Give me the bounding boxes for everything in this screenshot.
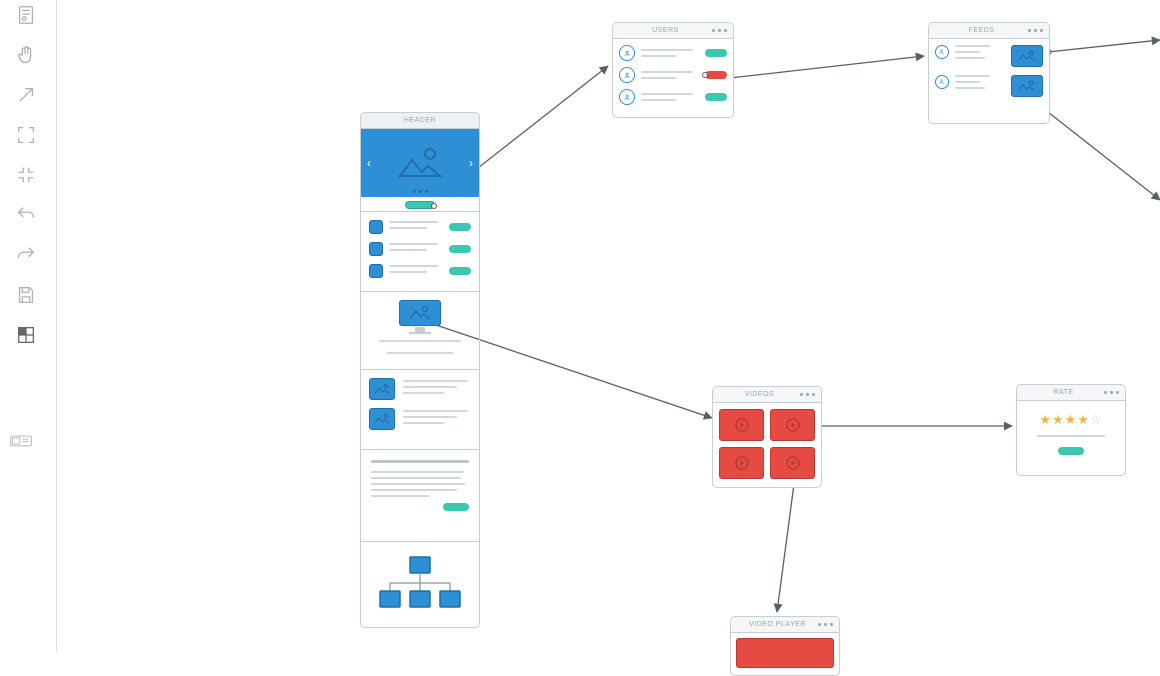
play-icon [785, 455, 801, 471]
avatar-icon [619, 45, 635, 61]
connector [777, 484, 794, 612]
user-row [619, 45, 727, 61]
stack-monitor[interactable] [360, 292, 480, 370]
pill-button[interactable] [449, 267, 471, 275]
video-tile[interactable] [719, 409, 764, 441]
user-row [619, 67, 727, 83]
feed-image[interactable] [1011, 45, 1043, 67]
window-title: FEEDS [935, 27, 1028, 34]
gallery-row [369, 408, 471, 430]
avatar-icon [619, 89, 635, 105]
avatar-icon [935, 75, 949, 89]
cta-button[interactable] [443, 503, 469, 511]
connector [730, 56, 924, 78]
user-row [619, 89, 727, 105]
stack-sitemap[interactable] [360, 542, 480, 628]
star-rating[interactable]: ★★★★☆ [1039, 411, 1102, 429]
rate-window[interactable]: RATE ★★★★☆ [1016, 384, 1126, 476]
play-icon [734, 455, 750, 471]
window-title: VIDEOS [719, 391, 800, 398]
play-icon [734, 417, 750, 433]
submit-button[interactable] [1058, 447, 1084, 455]
stack-list[interactable] [360, 212, 480, 292]
feed-row [935, 45, 1043, 67]
videos-window[interactable]: VIDEOS [712, 386, 822, 488]
feed-row [935, 75, 1043, 97]
chevron-left-icon[interactable]: ‹ [367, 156, 371, 170]
image-thumb[interactable] [369, 378, 395, 400]
stack-gallery[interactable] [360, 370, 480, 450]
image-icon [398, 146, 442, 180]
connector [1048, 40, 1160, 52]
image-thumb[interactable] [369, 408, 395, 430]
design-canvas[interactable]: HEADER ‹ › [0, 0, 1160, 653]
connector [1048, 112, 1160, 200]
chevron-right-icon[interactable]: › [469, 156, 473, 170]
avatar-icon [935, 45, 949, 59]
pill-button[interactable] [449, 245, 471, 253]
monitor-icon [399, 300, 441, 334]
feed-image[interactable] [1011, 75, 1043, 97]
connector [478, 66, 608, 168]
wireframe-stack[interactable]: HEADER ‹ › [360, 112, 480, 628]
users-window[interactable]: USERS [612, 22, 734, 118]
player-area[interactable] [736, 638, 834, 668]
list-item [369, 242, 471, 256]
user-action[interactable] [705, 93, 727, 101]
gallery-row [369, 378, 471, 400]
list-item [369, 264, 471, 278]
avatar-icon [619, 67, 635, 83]
window-title: RATE [1023, 389, 1104, 396]
stack-header[interactable]: HEADER ‹ › [360, 112, 480, 212]
cta-button[interactable] [405, 201, 435, 209]
user-action[interactable] [705, 71, 727, 79]
video-tile[interactable] [770, 409, 815, 441]
video-tile[interactable] [770, 447, 815, 479]
video-player-window[interactable]: VIDEO PLAYER [730, 616, 840, 676]
pill-button[interactable] [449, 223, 471, 231]
user-action[interactable] [705, 49, 727, 57]
stack-article[interactable] [360, 450, 480, 542]
play-icon [785, 417, 801, 433]
list-item [369, 220, 471, 234]
sitemap-icon [375, 555, 465, 615]
feeds-window[interactable]: FEEDS [928, 22, 1050, 124]
window-title: VIDEO PLAYER [737, 621, 818, 628]
video-tile[interactable] [719, 447, 764, 479]
window-title: USERS [619, 27, 712, 34]
header-title: HEADER [367, 117, 473, 124]
